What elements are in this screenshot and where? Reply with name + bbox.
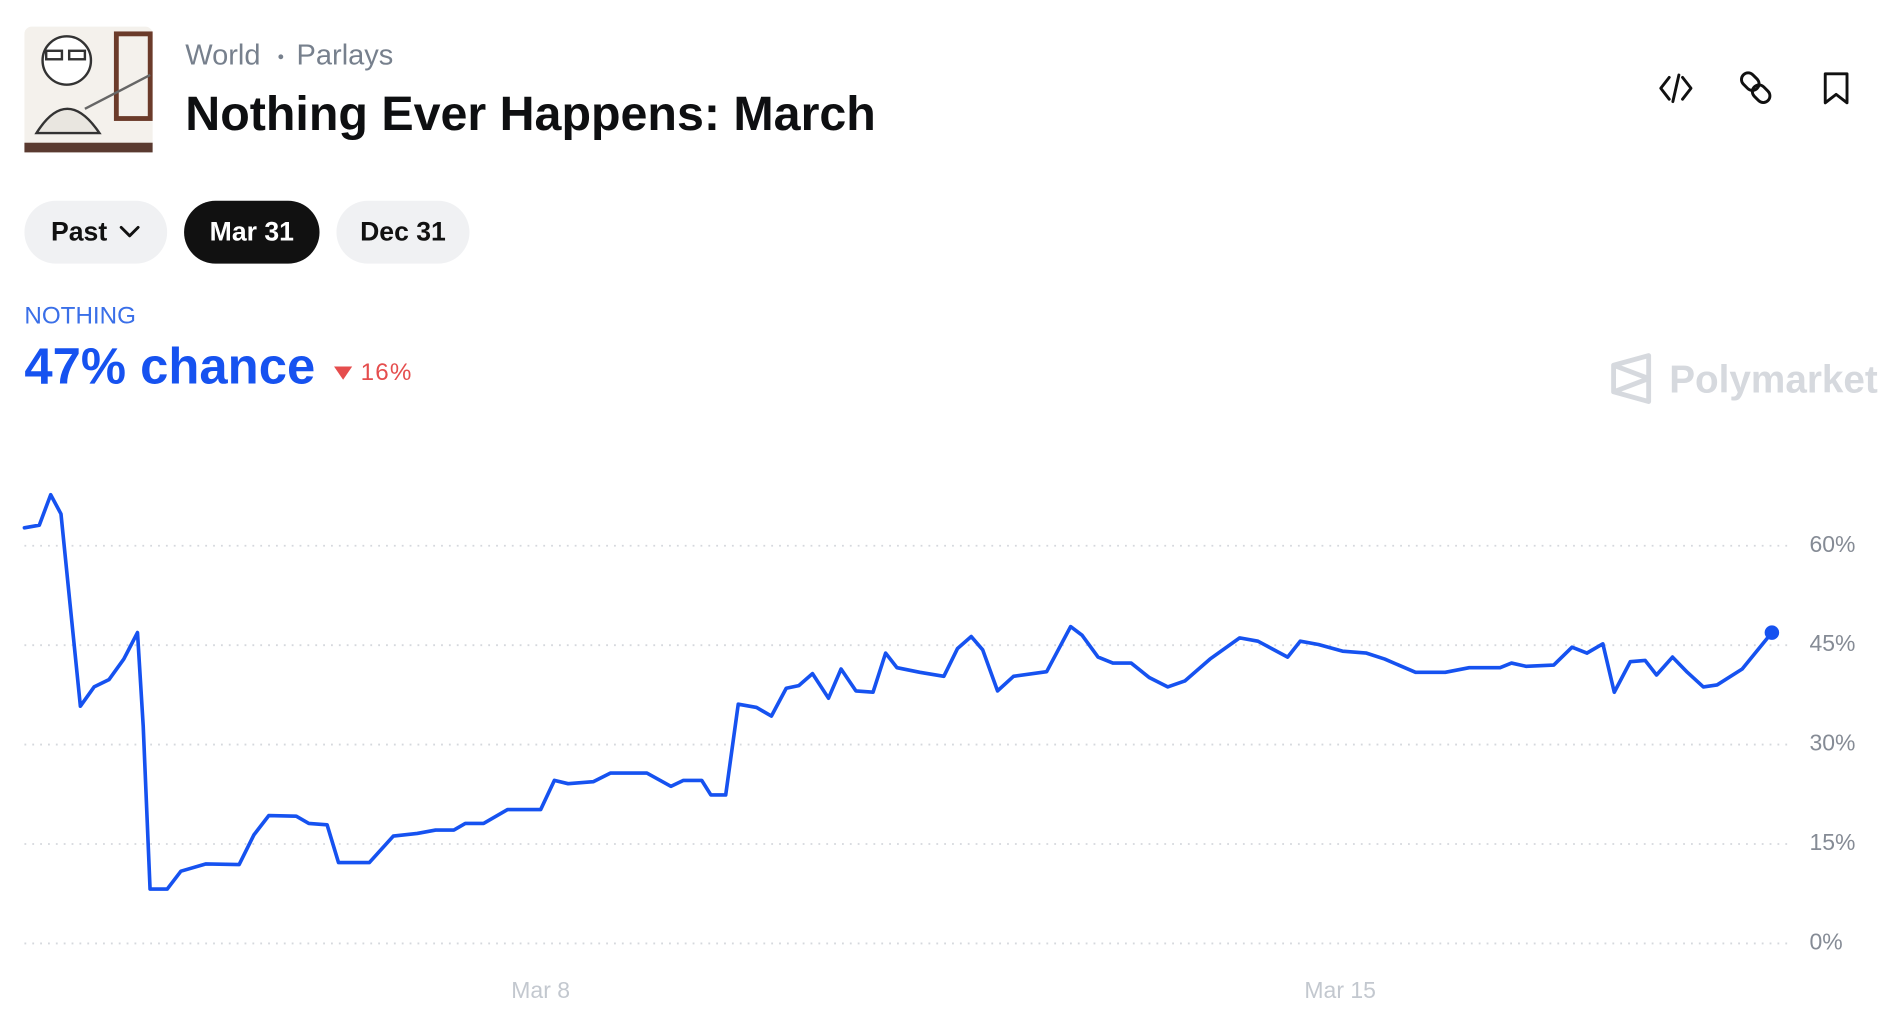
copy-link-button[interactable] [1739, 70, 1773, 105]
chance-value: 47% chance [24, 338, 315, 395]
brand-logo: Polymarket [1611, 353, 1878, 404]
breadcrumb-separator [278, 54, 284, 60]
breadcrumb[interactable]: Parlays [297, 40, 394, 72]
filter-past[interactable]: Past [24, 200, 168, 264]
filter-dec-31[interactable]: Dec 31 [336, 200, 470, 264]
y-tick-label: 45% [1810, 630, 1856, 656]
brand-name: Polymarket [1669, 358, 1878, 401]
chart: 0% 15% 30% 45% 60% Mar 8 Mar 15 [22, 492, 1856, 1003]
filter-label: Mar 31 [210, 216, 294, 246]
breadcrumb[interactable]: World [185, 40, 260, 72]
x-tick-label: Mar 8 [511, 977, 570, 1003]
end-point [1764, 625, 1780, 640]
line-series [22, 492, 1774, 891]
y-tick-label: 15% [1810, 829, 1856, 855]
market-avatar [24, 26, 153, 153]
y-tick-label: 60% [1810, 531, 1856, 557]
y-tick-label: 0% [1810, 928, 1843, 954]
market-title: Nothing Ever Happens: March [185, 87, 876, 141]
y-tick-label: 30% [1810, 730, 1856, 756]
change-value: 16% [361, 359, 413, 386]
bookmark-button[interactable] [1823, 72, 1849, 105]
down-arrow [334, 366, 353, 380]
outcome-label: NOTHING [24, 302, 135, 329]
filter-label: Past [51, 216, 107, 246]
filter-label: Dec 31 [360, 216, 446, 246]
x-tick-label: Mar 15 [1304, 977, 1375, 1003]
filter-mar-31[interactable]: Mar 31 [184, 200, 320, 264]
embed-button[interactable] [1659, 73, 1693, 104]
